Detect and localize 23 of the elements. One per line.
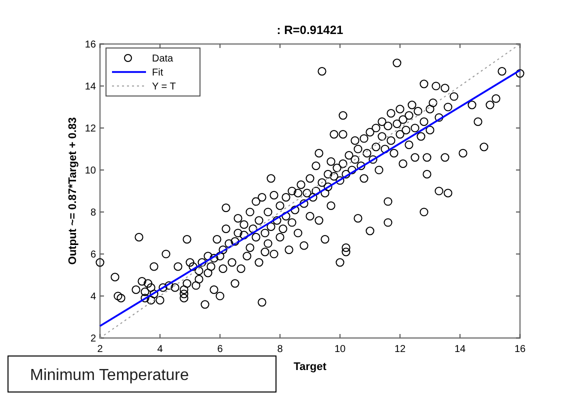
y-tick-label: 2 [90, 334, 96, 344]
x-tick-label: 14 [454, 344, 466, 355]
x-tick-label: 10 [334, 344, 346, 355]
x-tick-label: 12 [394, 344, 406, 355]
legend-label: Y = T [152, 82, 176, 92]
y-axis-title: Output ~= 0.87*Target + 0.83 [67, 117, 79, 265]
y-tick-label: 16 [84, 40, 96, 50]
y-tick-label: 4 [90, 292, 96, 302]
y-tick-label: 6 [90, 250, 96, 260]
x-tick-label: 4 [157, 344, 164, 355]
legend-label: Data [152, 54, 174, 64]
x-axis-title: Target [294, 361, 327, 373]
x-tick-label: 8 [277, 344, 284, 355]
x-tick-label: 2 [97, 344, 104, 355]
y-tick-label: 8 [90, 208, 96, 218]
y-tick-label: 12 [84, 124, 96, 134]
legend-label: Fit [152, 68, 164, 78]
y-tick-label: 10 [84, 166, 96, 176]
chart-title: : R=0.91421 [276, 23, 344, 37]
x-tick-label: 6 [217, 344, 224, 355]
x-tick-label: 16 [514, 344, 526, 355]
text: Minimum Temperature [30, 367, 189, 384]
y-tick-label: 14 [84, 82, 96, 92]
